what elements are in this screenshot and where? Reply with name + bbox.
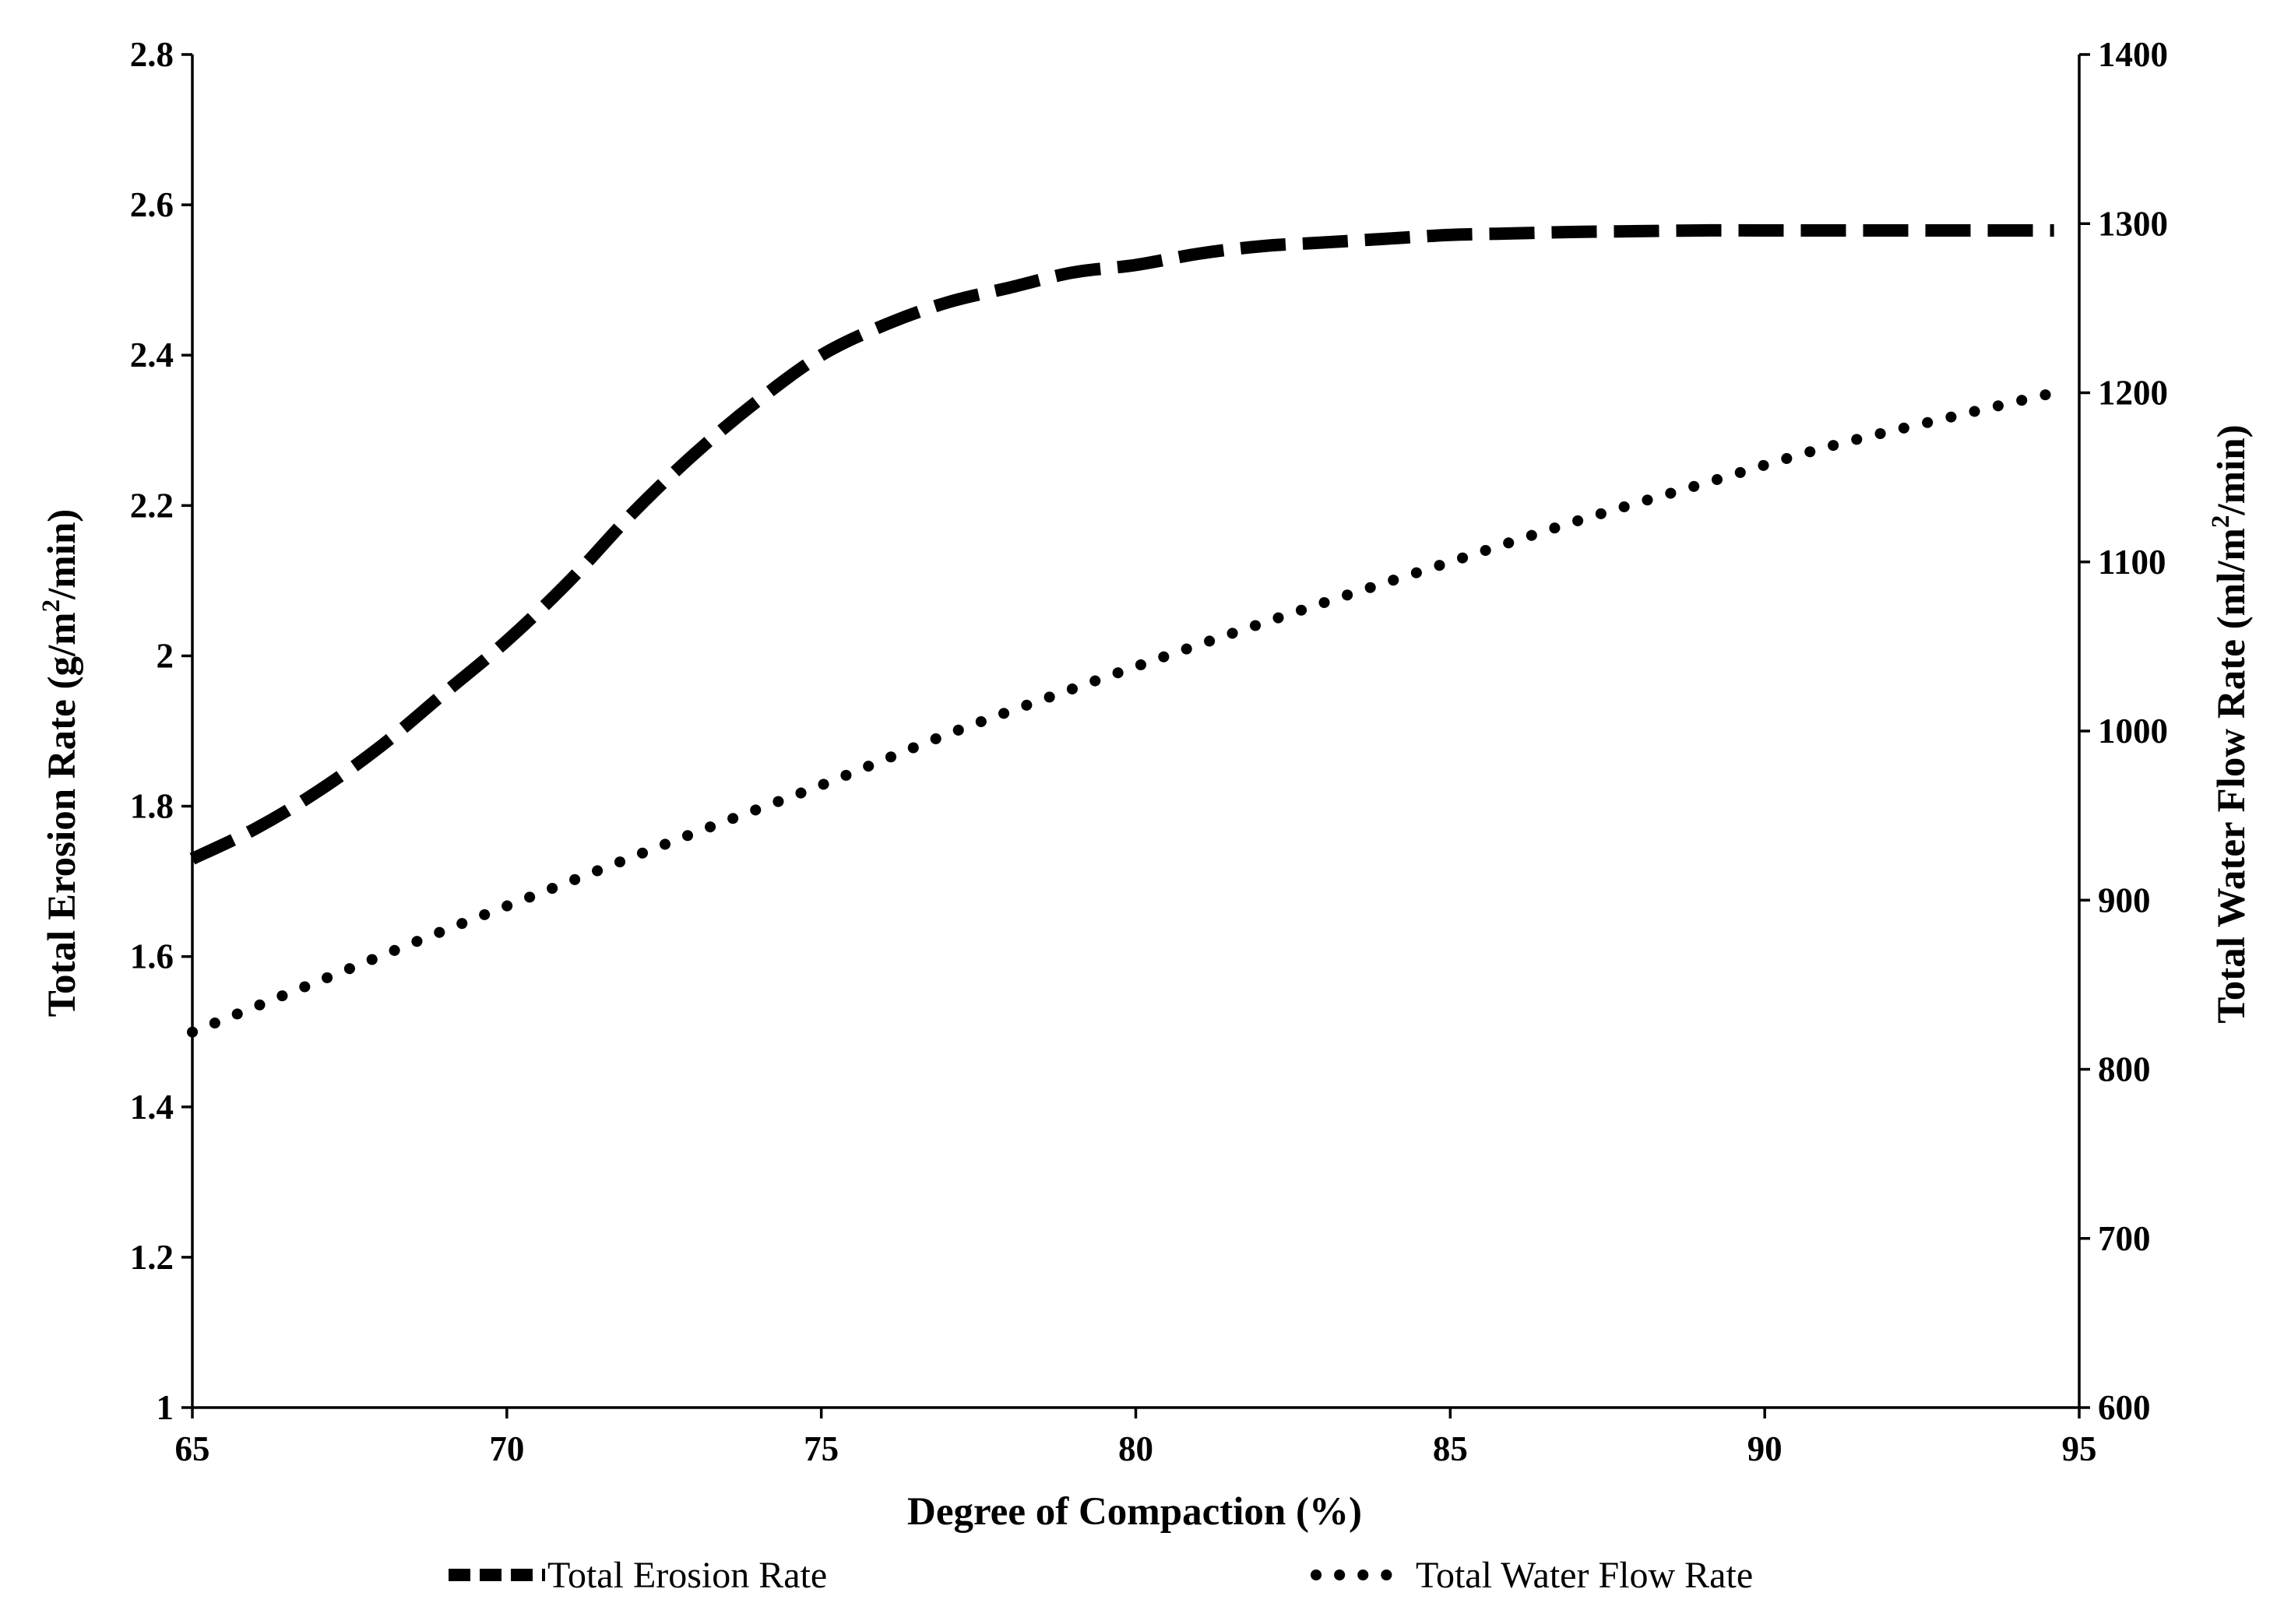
x-tick-label: 65 (175, 1429, 210, 1468)
right-y-tick-label: 900 (2098, 881, 2151, 919)
left-y-tick-label: 1.8 (130, 787, 174, 826)
right-y-tick-label: 800 (2098, 1050, 2151, 1089)
x-tick-label: 80 (1118, 1429, 1153, 1468)
left-y-tick-label: 2.6 (130, 185, 174, 224)
right-y-tick-label: 1200 (2098, 374, 2168, 413)
x-tick-label: 95 (2062, 1429, 2097, 1468)
right-y-tick-label: 600 (2098, 1388, 2151, 1427)
right-y-tick-label: 1100 (2098, 543, 2166, 582)
x-tick-label: 85 (1433, 1429, 1468, 1468)
x-tick-label: 70 (489, 1429, 524, 1468)
x-tick-label: 90 (1747, 1429, 1783, 1468)
series-layer (187, 223, 2060, 1038)
left-y-tick-label: 1.4 (130, 1088, 174, 1127)
series-line-total-water-flow-rate (187, 387, 2060, 1038)
left-y-tick-label: 2.8 (130, 35, 174, 74)
right-y-ticks: 600 700 800 900 1000 1100 1200 1300 1400 (2079, 35, 2168, 1427)
series-line-total-erosion-rate (189, 223, 2054, 865)
left-y-tick-label: 1.6 (130, 937, 174, 976)
left-y-tick-label: 2.4 (130, 336, 174, 374)
axes (191, 54, 2081, 1409)
left-y-tick-label: 1 (157, 1388, 174, 1427)
left-y-tick-label: 2.2 (130, 486, 174, 525)
left-y-axis-title: Total Erosion Rate (g/m2/min) (37, 509, 84, 1018)
x-ticks: 65 70 75 80 85 90 95 (175, 1408, 2097, 1468)
legend-label-flow: Total Water Flow Rate (1416, 1555, 1753, 1596)
right-y-tick-label: 700 (2098, 1219, 2151, 1258)
legend: Total Erosion Rate Total Water Flow Rate (449, 1555, 1753, 1596)
right-y-tick-label: 1300 (2098, 204, 2168, 243)
x-tick-label: 75 (804, 1429, 839, 1468)
x-axis-title: Degree of Compaction (%) (907, 1490, 1362, 1534)
right-y-tick-label: 1000 (2098, 712, 2168, 750)
left-y-tick-label: 1.2 (130, 1238, 174, 1277)
legend-label-erosion: Total Erosion Rate (547, 1555, 827, 1596)
left-y-tick-label: 2 (157, 636, 174, 675)
right-y-tick-label: 1400 (2098, 35, 2168, 74)
right-y-axis-title: Total Water Flow Rate (ml/m2/min) (2207, 424, 2254, 1023)
left-y-ticks: 1 1.2 1.4 1.6 1.8 2 2.2 2.4 2.6 2.8 (130, 35, 192, 1427)
